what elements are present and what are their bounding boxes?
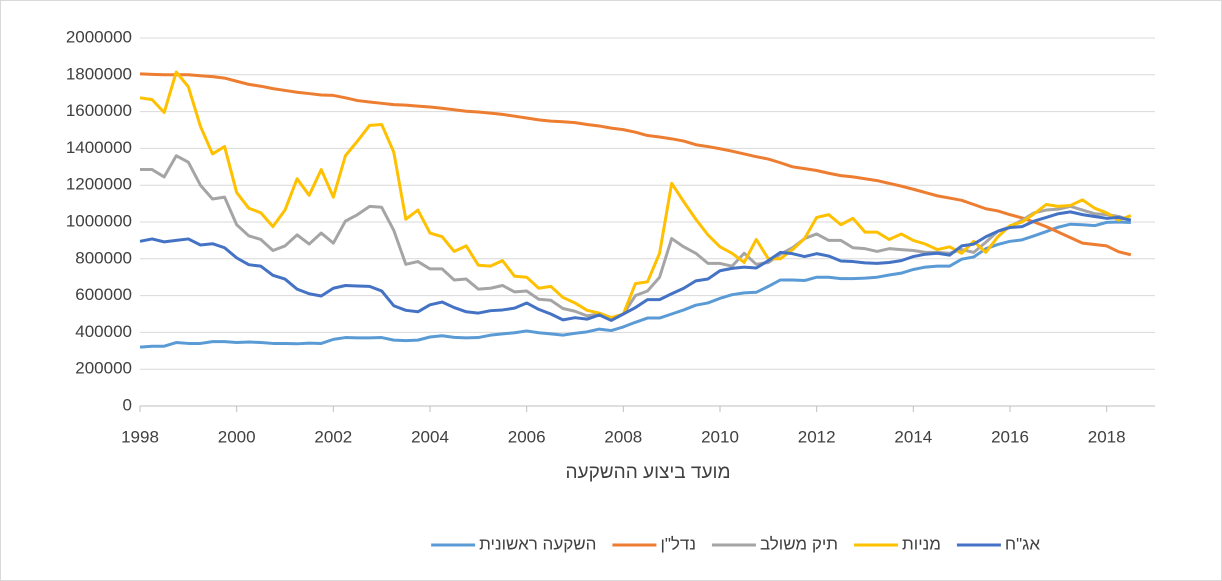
x-tick-label: 1998 <box>121 427 159 446</box>
y-tick-label: 400000 <box>75 322 132 341</box>
x-tick-label: 2000 <box>218 427 256 446</box>
legend-label: מניות <box>902 534 941 553</box>
y-tick-label: 1400000 <box>66 138 132 157</box>
legend-label: אג"ח <box>1005 534 1040 553</box>
y-tick-label: 1200000 <box>66 175 132 194</box>
x-tick-label: 2014 <box>894 427 932 446</box>
x-tick-label: 2002 <box>314 427 352 446</box>
series-line <box>139 72 1132 257</box>
series-line <box>139 210 1132 322</box>
x-tick-label: 2010 <box>701 427 739 446</box>
y-tick-label: 1800000 <box>66 64 132 83</box>
x-tick-label: 2004 <box>411 427 449 446</box>
y-tick-label: 600000 <box>75 285 132 304</box>
x-tick-label: 2008 <box>604 427 642 446</box>
legend-label: תיק משולב <box>760 534 838 553</box>
y-tick-label: 0 <box>123 395 132 414</box>
y-tick-label: 1600000 <box>66 101 132 120</box>
x-tick-label: 2006 <box>508 427 546 446</box>
legend-label: השקעה ראשונית <box>479 534 596 553</box>
x-tick-label: 2012 <box>798 427 836 446</box>
y-tick-label: 800000 <box>75 248 132 267</box>
series-line <box>139 220 1131 349</box>
y-tick-label: 200000 <box>75 359 132 378</box>
series-line <box>139 70 1132 320</box>
y-tick-label: 2000000 <box>66 27 132 46</box>
legend-label: נדל"ן <box>660 534 696 553</box>
x-axis-title: מועד ביצוע ההשקעה <box>565 462 730 483</box>
x-tick-label: 2016 <box>991 427 1029 446</box>
y-tick-label: 1000000 <box>66 211 132 230</box>
x-tick-label: 2018 <box>1088 427 1126 446</box>
